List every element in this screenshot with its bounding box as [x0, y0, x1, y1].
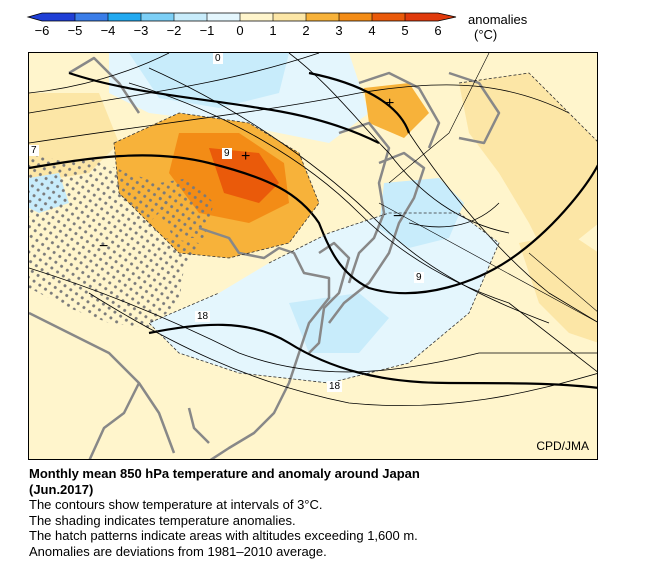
colorbar-units: anomalies (°C)	[468, 12, 527, 42]
colorbar-tick-label: 5	[401, 23, 408, 38]
contour-label-7: 7	[29, 145, 39, 156]
colorbar-segment	[108, 13, 142, 21]
colorbar-tick-label: −4	[101, 23, 116, 38]
colorbar-units-unit: (°C)	[474, 27, 498, 42]
figure-caption: Monthly mean 850 hPa temperature and ano…	[29, 466, 629, 559]
contour-label-18-south: 18	[327, 381, 343, 392]
colorbar-tick-label: −3	[134, 23, 149, 38]
anomaly-center-minus-tibet: −	[99, 238, 109, 255]
caption-line-hatch: The hatch patterns indicate areas with a…	[29, 528, 418, 543]
zero-anomaly-lines	[113, 72, 597, 384]
colorbar-segment	[306, 13, 340, 21]
colorbar-segment	[141, 13, 175, 21]
contour-label-9-east: 9	[414, 272, 424, 283]
anomaly-map: 0 7 9 9 18 18 + + − − CPD/JMA	[28, 52, 598, 460]
warm-anomaly-small-east	[364, 83, 429, 138]
anomaly-colorbar: −6 −5 −4 −3 −2 −1 0 1 2 3 4 5 6	[26, 12, 457, 38]
map-credit: CPD/JMA	[536, 439, 589, 453]
anomaly-center-plus-okhotsk: +	[385, 95, 395, 112]
colorbar-tick-label: −6	[35, 23, 50, 38]
map-canvas	[29, 53, 597, 459]
warm-anomaly-area-southeast	[519, 233, 597, 343]
colorbar-segment	[42, 13, 76, 21]
anomaly-center-minus-japan: −	[393, 208, 403, 225]
contour-label-0: 0	[213, 53, 223, 64]
colorbar-segment	[207, 13, 241, 21]
colorbar-segment	[240, 13, 274, 21]
colorbar-tick-label: 0	[236, 23, 243, 38]
colorbar-units-label: anomalies	[468, 12, 528, 27]
cool-anomaly-core-south	[289, 293, 389, 353]
caption-title-line2: (Jun.2017)	[29, 481, 94, 497]
colorbar-segment	[273, 13, 307, 21]
warm-anomaly-area-east	[459, 73, 597, 263]
colorbar-tick-label: 6	[434, 23, 441, 38]
colorbar-tick-label: 1	[269, 23, 276, 38]
caption-line-shading: The shading indicates temperature anomal…	[29, 512, 296, 528]
coastlines	[29, 56, 501, 459]
colorbar-tick-label: −2	[167, 23, 182, 38]
colorbar-segment	[372, 13, 406, 21]
colorbar-tick-label: −1	[200, 23, 215, 38]
temperature-contours-thick	[29, 71, 597, 389]
high-altitude-hatch-mongolia	[159, 178, 214, 238]
colorbar-segment	[339, 13, 373, 21]
colorbar-segment	[405, 13, 439, 21]
caption-line-baseline: Anomalies are deviations from 1981–2010 …	[29, 543, 327, 559]
colorbar-tick-label: 2	[302, 23, 309, 38]
anomaly-center-plus-china: +	[241, 148, 251, 165]
colorbar-arrow-left	[28, 13, 42, 21]
graticule	[378, 53, 597, 323]
colorbar-tick-label: 4	[368, 23, 375, 38]
warm-anomaly-peak-center	[209, 148, 279, 203]
colorbar-segment	[174, 13, 208, 21]
contour-label-9-center: 9	[222, 148, 232, 159]
caption-line-contours: The contours show temperature at interva…	[29, 497, 323, 512]
colorbar-tick-label: −5	[68, 23, 83, 38]
colorbar-segment	[75, 13, 109, 21]
temperature-contours	[29, 53, 597, 407]
colorbar-arrow-right	[438, 13, 456, 21]
caption-title-line1: Monthly mean 850 hPa temperature and ano…	[29, 466, 420, 481]
colorbar-tick-label: 3	[335, 23, 342, 38]
colorbar-outline	[26, 12, 457, 22]
contour-label-18-west: 18	[195, 311, 211, 322]
high-altitude-hatch-tibet	[29, 153, 199, 328]
